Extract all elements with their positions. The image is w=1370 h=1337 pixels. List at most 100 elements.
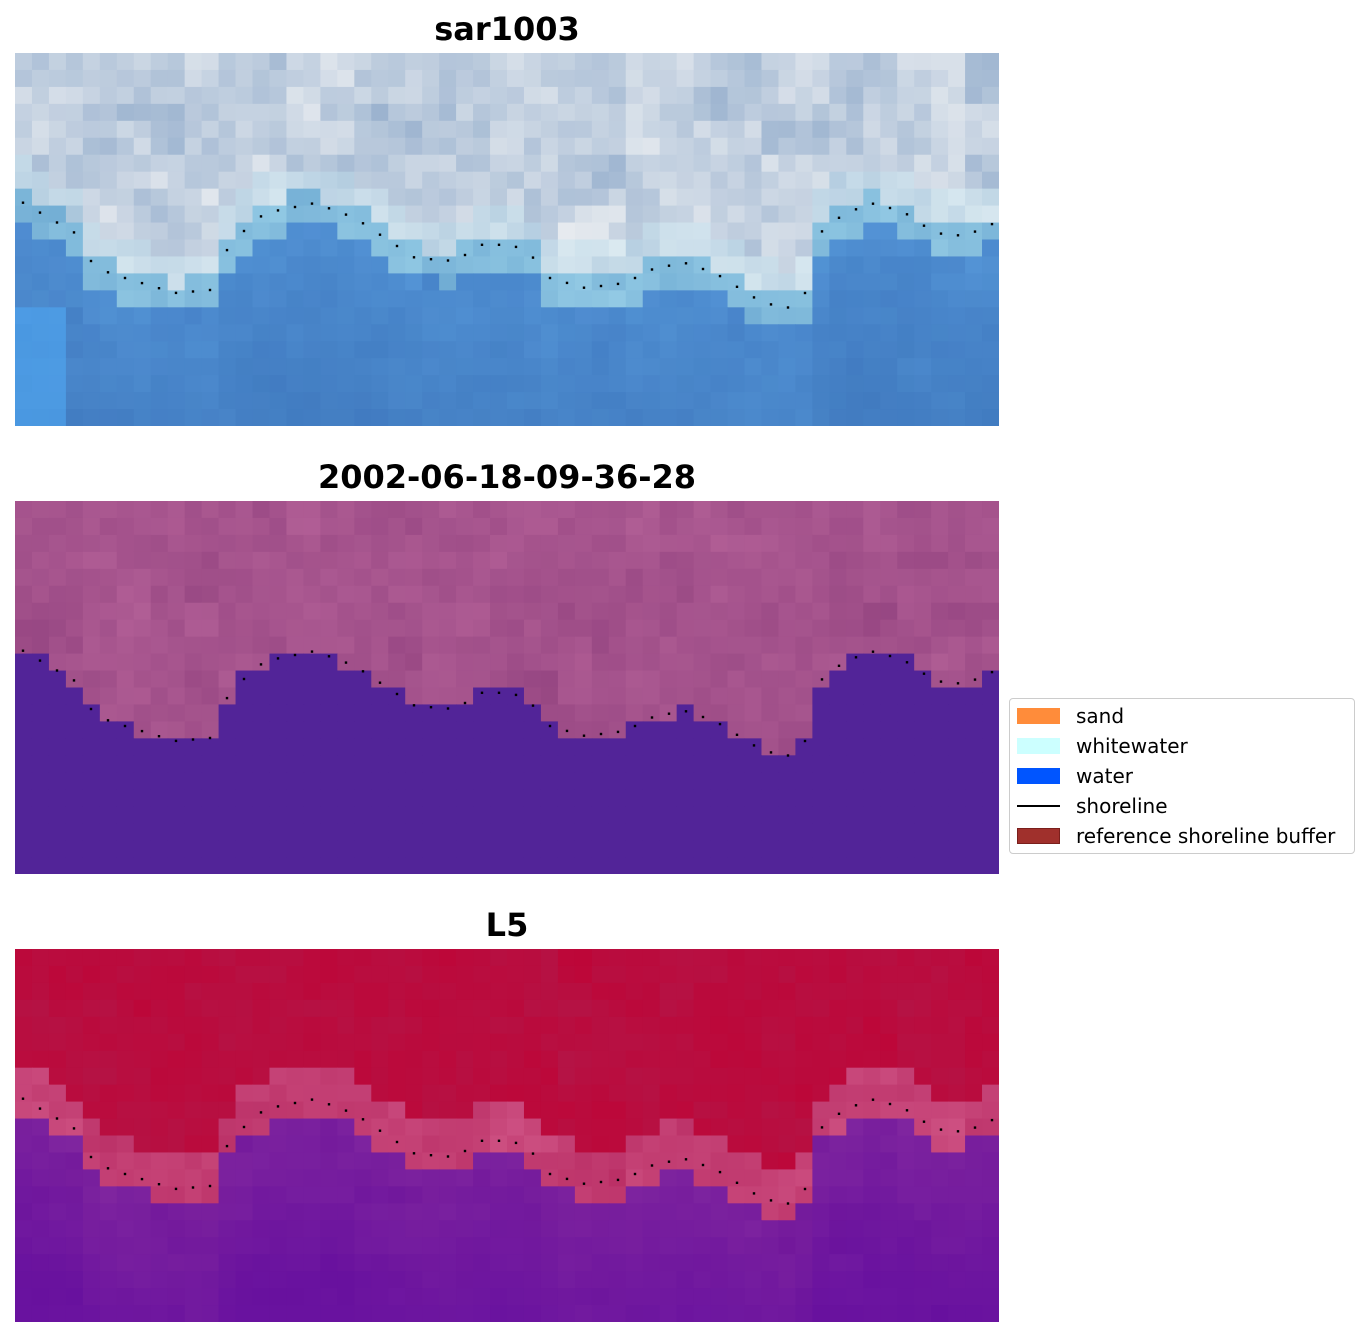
image-pixel <box>523 120 542 139</box>
image-pixel <box>965 273 983 291</box>
image-pixel <box>880 1050 898 1069</box>
image-pixel <box>659 1254 678 1272</box>
image-pixel <box>846 602 864 621</box>
image-pixel <box>710 103 729 122</box>
image-pixel <box>167 205 186 224</box>
image-pixel <box>557 53 576 71</box>
image-pixel <box>269 1254 288 1272</box>
image-pixel <box>150 1101 169 1120</box>
image-pixel <box>591 1254 610 1272</box>
image-pixel <box>337 1169 355 1187</box>
image-pixel <box>150 1169 169 1187</box>
image-pixel <box>693 857 712 874</box>
image-pixel <box>982 392 999 410</box>
image-pixel <box>303 1084 321 1103</box>
image-pixel <box>591 568 610 587</box>
image-pixel <box>150 653 169 672</box>
image-pixel <box>965 1288 983 1306</box>
image-pixel <box>659 982 678 1001</box>
image-pixel <box>337 1050 355 1069</box>
image-pixel <box>727 86 746 105</box>
image-pixel <box>490 949 508 967</box>
image-pixel <box>99 358 118 376</box>
image-pixel <box>846 687 864 706</box>
image-pixel <box>574 982 593 1001</box>
image-pixel <box>540 501 559 519</box>
image-pixel <box>490 53 508 71</box>
image-pixel <box>167 602 186 621</box>
image-pixel <box>812 1084 830 1103</box>
image-pixel <box>15 806 33 824</box>
shoreline-point <box>344 213 348 216</box>
image-pixel <box>965 806 983 824</box>
image-pixel <box>693 103 712 122</box>
image-pixel <box>150 1118 169 1137</box>
image-pixel <box>337 738 355 756</box>
shoreline-point <box>684 262 688 265</box>
image-pixel <box>184 53 203 71</box>
image-pixel <box>523 137 542 156</box>
image-pixel <box>388 1084 406 1103</box>
image-pixel <box>880 517 898 536</box>
image-pixel <box>201 1271 220 1289</box>
image-pixel <box>897 636 915 655</box>
image-pixel <box>184 1186 203 1204</box>
image-pixel <box>65 375 84 393</box>
image-pixel <box>422 1033 440 1052</box>
image-pixel <box>133 239 152 258</box>
image-pixel <box>65 965 84 984</box>
image-pixel <box>507 738 525 756</box>
image-pixel <box>167 721 186 739</box>
image-pixel <box>710 965 729 984</box>
image-pixel <box>31 670 50 689</box>
image-pixel <box>778 358 797 376</box>
image-pixel <box>337 755 355 773</box>
image-pixel <box>795 358 813 376</box>
image-pixel <box>473 670 491 689</box>
image-pixel <box>218 840 237 858</box>
image-pixel <box>914 392 932 410</box>
image-pixel <box>235 171 254 190</box>
image-pixel <box>286 358 305 376</box>
image-pixel <box>252 1135 271 1154</box>
image-pixel <box>320 188 338 207</box>
image-pixel <box>982 103 999 122</box>
image-pixel <box>795 120 813 139</box>
image-pixel <box>727 1152 746 1170</box>
image-pixel <box>320 1084 338 1103</box>
image-pixel <box>422 789 440 807</box>
image-pixel <box>65 137 84 156</box>
image-pixel <box>710 823 729 841</box>
image-pixel <box>880 738 898 756</box>
image-pixel <box>812 205 830 224</box>
image-pixel <box>150 704 169 722</box>
image-pixel <box>82 772 101 790</box>
image-pixel <box>201 501 220 519</box>
image-pixel <box>523 1203 542 1221</box>
image-pixel <box>167 1152 186 1170</box>
image-pixel <box>48 704 67 722</box>
image-pixel <box>184 602 203 621</box>
image-pixel <box>31 1203 50 1221</box>
image-pixel <box>320 1135 338 1154</box>
image-pixel <box>574 857 593 874</box>
image-pixel <box>931 1169 949 1187</box>
image-pixel <box>880 551 898 570</box>
image-pixel <box>405 1254 423 1272</box>
image-pixel <box>931 999 949 1018</box>
shoreline-point <box>327 1103 331 1106</box>
image-pixel <box>778 1254 797 1272</box>
image-pixel <box>439 358 457 376</box>
image-pixel <box>982 307 999 325</box>
image-pixel <box>439 517 457 536</box>
image-pixel <box>557 1067 576 1086</box>
image-pixel <box>15 1237 33 1255</box>
image-pixel <box>591 1203 610 1221</box>
image-pixel <box>150 1033 169 1052</box>
image-pixel <box>574 1084 593 1103</box>
image-pixel <box>931 1254 949 1272</box>
image-pixel <box>744 1050 763 1069</box>
image-pixel <box>167 501 186 519</box>
image-pixel <box>863 840 881 858</box>
image-pixel <box>405 1135 423 1154</box>
